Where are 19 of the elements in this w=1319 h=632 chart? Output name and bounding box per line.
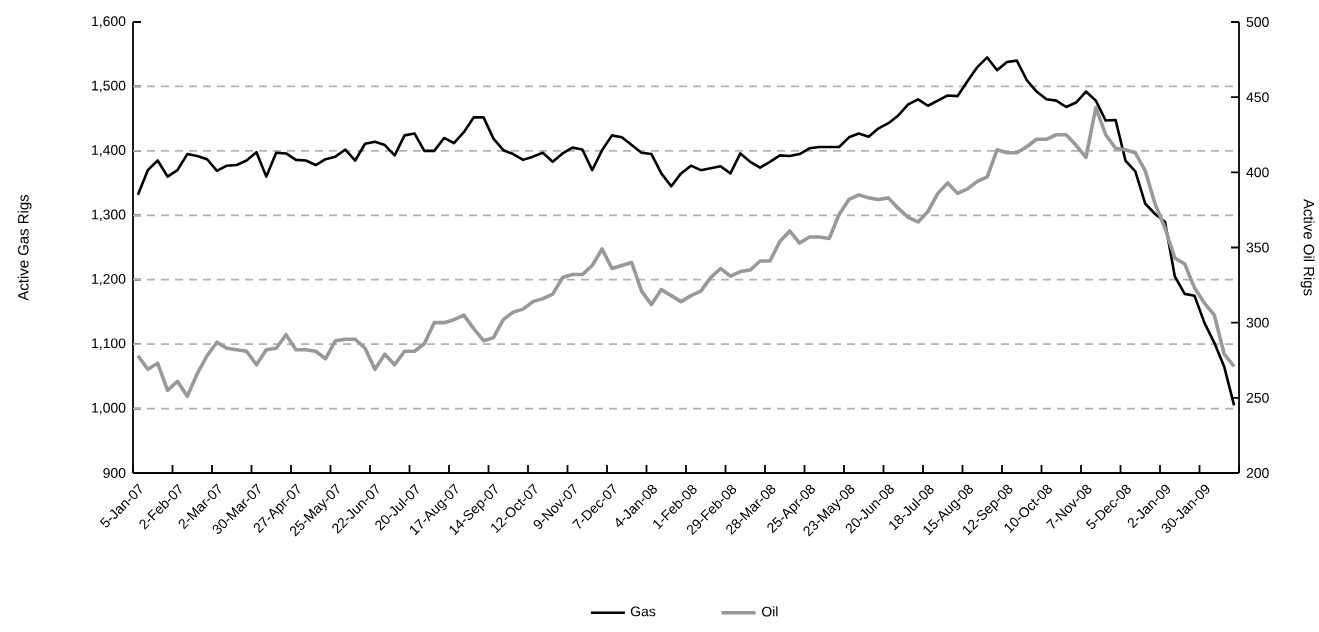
legend-label: Oil bbox=[762, 606, 778, 617]
y2-tick-label: 200 bbox=[1246, 468, 1269, 478]
y2-tick-label: 300 bbox=[1246, 317, 1269, 328]
y2-tick-label: 500 bbox=[1246, 17, 1269, 27]
y2-axis-title: Active Oil Rigs bbox=[1300, 198, 1315, 296]
y-tick-label: 1,300 bbox=[92, 209, 126, 222]
y2-tick-label: 400 bbox=[1246, 167, 1269, 178]
y2-tick-label: 250 bbox=[1246, 392, 1269, 403]
y2-tick-label: 450 bbox=[1246, 92, 1269, 103]
y-tick-label: 1,200 bbox=[92, 273, 126, 286]
y-tick-label: 1,000 bbox=[92, 402, 126, 415]
y-tick-label: 1,600 bbox=[92, 16, 126, 28]
y-tick-label: 1,500 bbox=[92, 80, 126, 93]
legend-label: Gas bbox=[630, 606, 656, 617]
y-axis-title: Active Gas Rigs bbox=[17, 194, 32, 301]
y-tick-label: 1,400 bbox=[92, 145, 126, 157]
y-tick-label: 1,100 bbox=[92, 338, 126, 350]
y-tick-label: 900 bbox=[103, 468, 126, 478]
y2-tick-label: 350 bbox=[1246, 242, 1269, 253]
